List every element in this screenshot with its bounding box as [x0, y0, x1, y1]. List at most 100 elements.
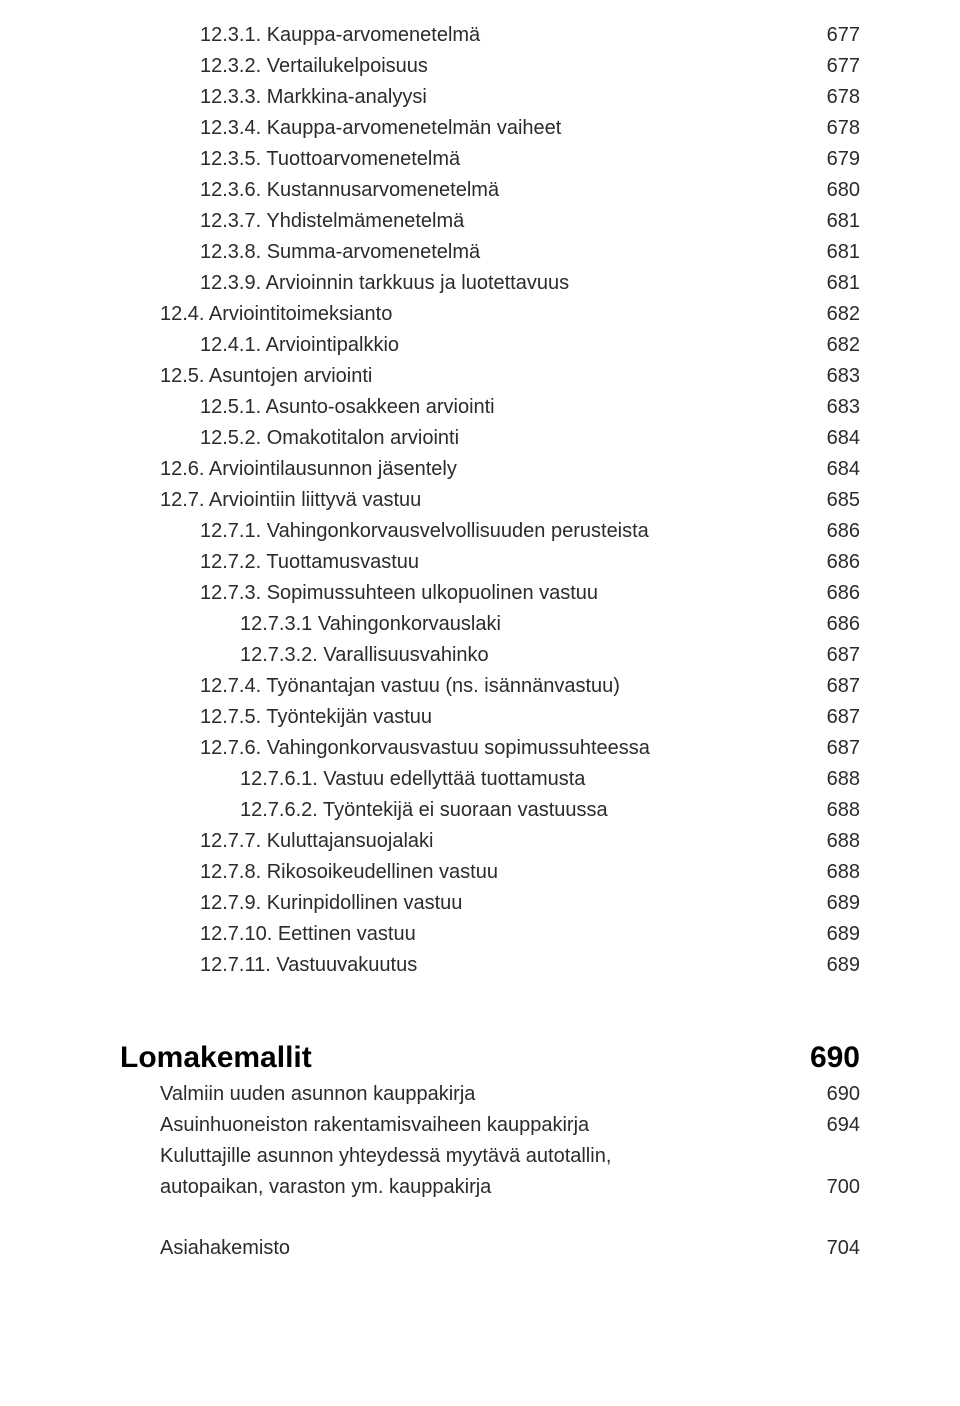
toc-label: 12.7.11. Vastuuvakuutus	[120, 950, 827, 981]
toc-page-number: 683	[827, 361, 860, 392]
section-heading-lomakemallit: Lomakemallit 690	[120, 1041, 860, 1075]
toc-page: 12.3.1. Kauppa-arvomenetelmä67712.3.2. V…	[0, 0, 960, 1324]
toc-label: 12.3.3. Markkina-analyysi	[120, 82, 827, 113]
toc-entry: 12.7.11. Vastuuvakuutus689	[120, 950, 860, 981]
toc-label: Kuluttajille asunnon yhteydessä myytävä …	[120, 1141, 860, 1172]
toc-page-number: 681	[827, 206, 860, 237]
toc-page-number: 688	[827, 826, 860, 857]
toc-label: 12.5.2. Omakotitalon arviointi	[120, 423, 827, 454]
toc-page-number: 678	[827, 113, 860, 144]
toc-label: 12.7.5. Työntekijän vastuu	[120, 702, 827, 733]
toc-label: 12.3.8. Summa-arvomenetelmä	[120, 237, 827, 268]
toc-label: Valmiin uuden asunnon kauppakirja	[120, 1079, 827, 1110]
toc-entry: 12.3.4. Kauppa-arvomenetelmän vaiheet678	[120, 113, 860, 144]
toc-entry: 12.6. Arviointilausunnon jäsentely684	[120, 454, 860, 485]
toc-entry: 12.7.2. Tuottamusvastuu686	[120, 547, 860, 578]
toc-list: 12.3.1. Kauppa-arvomenetelmä67712.3.2. V…	[120, 20, 860, 981]
toc-label: 12.6. Arviointilausunnon jäsentely	[120, 454, 827, 485]
toc-entry: 12.7.10. Eettinen vastuu689	[120, 919, 860, 950]
toc-page-number: 689	[827, 950, 860, 981]
toc-label: 12.3.2. Vertailukelpoisuus	[120, 51, 827, 82]
toc-page-number: 688	[827, 795, 860, 826]
toc-entry: 12.7. Arviointiin liittyvä vastuu685	[120, 485, 860, 516]
toc-page-number: 683	[827, 392, 860, 423]
toc-label: 12.7.9. Kurinpidollinen vastuu	[120, 888, 827, 919]
toc-page-number: 677	[827, 51, 860, 82]
toc-label: 12.7.10. Eettinen vastuu	[120, 919, 827, 950]
final-entry: Asiahakemisto704	[120, 1233, 860, 1264]
toc-entry: 12.3.5. Tuottoarvomenetelmä679	[120, 144, 860, 175]
toc-label: 12.7.8. Rikosoikeudellinen vastuu	[120, 857, 827, 888]
toc-entry: 12.7.7. Kuluttajansuojalaki688	[120, 826, 860, 857]
toc-entry: 12.3.7. Yhdistelmämenetelmä681	[120, 206, 860, 237]
toc-page-number: 677	[827, 20, 860, 51]
toc-page-number: 686	[827, 578, 860, 609]
toc-entry: 12.3.8. Summa-arvomenetelmä681	[120, 237, 860, 268]
toc-label: 12.4.1. Arviointipalkkio	[120, 330, 827, 361]
toc-entry: 12.7.3.1 Vahingonkorvauslaki686	[120, 609, 860, 640]
section-entry: Valmiin uuden asunnon kauppakirja690	[120, 1079, 860, 1110]
toc-label: 12.4. Arviointitoimeksianto	[120, 299, 827, 330]
toc-label: 12.7.4. Työnantajan vastuu (ns. isännänv…	[120, 671, 827, 702]
toc-label: 12.7.1. Vahingonkorvausvelvollisuuden pe…	[120, 516, 827, 547]
heading-page: 690	[810, 1041, 860, 1075]
toc-entry: 12.5.2. Omakotitalon arviointi684	[120, 423, 860, 454]
toc-page-number: 687	[827, 640, 860, 671]
toc-page-number: 682	[827, 299, 860, 330]
toc-label: 12.7. Arviointiin liittyvä vastuu	[120, 485, 827, 516]
toc-entry: 12.7.9. Kurinpidollinen vastuu689	[120, 888, 860, 919]
toc-page-number: 687	[827, 733, 860, 764]
section-entry: Asuinhuoneiston rakentamisvaiheen kauppa…	[120, 1110, 860, 1141]
toc-entry: 12.3.6. Kustannusarvomenetelmä680	[120, 175, 860, 206]
toc-page-number: 681	[827, 237, 860, 268]
toc-entry: 12.7.6.2. Työntekijä ei suoraan vastuuss…	[120, 795, 860, 826]
toc-label: 12.3.6. Kustannusarvomenetelmä	[120, 175, 827, 206]
final-entry-container: Asiahakemisto704	[120, 1233, 860, 1264]
toc-page-number: 704	[827, 1233, 860, 1264]
toc-page-number: 688	[827, 764, 860, 795]
toc-label: 12.7.2. Tuottamusvastuu	[120, 547, 827, 578]
toc-page-number: 678	[827, 82, 860, 113]
toc-label: 12.7.3.2. Varallisuusvahinko	[120, 640, 827, 671]
toc-page-number: 694	[827, 1110, 860, 1141]
toc-entry: 12.7.4. Työnantajan vastuu (ns. isännänv…	[120, 671, 860, 702]
toc-label: 12.7.6.2. Työntekijä ei suoraan vastuuss…	[120, 795, 827, 826]
toc-entry: 12.7.1. Vahingonkorvausvelvollisuuden pe…	[120, 516, 860, 547]
toc-page-number: 686	[827, 547, 860, 578]
section-entry-list: Valmiin uuden asunnon kauppakirja690Asui…	[120, 1079, 860, 1203]
toc-label: Asiahakemisto	[120, 1233, 827, 1264]
toc-label: 12.3.9. Arvioinnin tarkkuus ja luotettav…	[120, 268, 827, 299]
toc-entry: 12.3.3. Markkina-analyysi678	[120, 82, 860, 113]
toc-entry: 12.7.6. Vahingonkorvausvastuu sopimussuh…	[120, 733, 860, 764]
toc-label: 12.5. Asuntojen arviointi	[120, 361, 827, 392]
toc-entry: 12.7.5. Työntekijän vastuu687	[120, 702, 860, 733]
toc-label: 12.7.6.1. Vastuu edellyttää tuottamusta	[120, 764, 827, 795]
section-entry: Kuluttajille asunnon yhteydessä myytävä …	[120, 1141, 860, 1172]
toc-label: autopaikan, varaston ym. kauppakirja	[120, 1172, 827, 1203]
toc-entry: 12.7.3. Sopimussuhteen ulkopuolinen vast…	[120, 578, 860, 609]
toc-label: 12.7.3. Sopimussuhteen ulkopuolinen vast…	[120, 578, 827, 609]
toc-page-number: 687	[827, 702, 860, 733]
toc-page-number: 688	[827, 857, 860, 888]
toc-page-number: 700	[827, 1172, 860, 1203]
toc-page-number: 680	[827, 175, 860, 206]
toc-label: 12.3.1. Kauppa-arvomenetelmä	[120, 20, 827, 51]
toc-page-number: 684	[827, 423, 860, 454]
toc-label: 12.5.1. Asunto-osakkeen arviointi	[120, 392, 827, 423]
section-entry: autopaikan, varaston ym. kauppakirja700	[120, 1172, 860, 1203]
toc-page-number: 689	[827, 888, 860, 919]
toc-page-number: 682	[827, 330, 860, 361]
toc-page-number: 684	[827, 454, 860, 485]
toc-entry: 12.7.6.1. Vastuu edellyttää tuottamusta6…	[120, 764, 860, 795]
toc-entry: 12.7.8. Rikosoikeudellinen vastuu688	[120, 857, 860, 888]
toc-entry: 12.3.9. Arvioinnin tarkkuus ja luotettav…	[120, 268, 860, 299]
toc-label: Asuinhuoneiston rakentamisvaiheen kauppa…	[120, 1110, 827, 1141]
toc-label: 12.3.4. Kauppa-arvomenetelmän vaiheet	[120, 113, 827, 144]
toc-label: 12.7.7. Kuluttajansuojalaki	[120, 826, 827, 857]
toc-label: 12.3.7. Yhdistelmämenetelmä	[120, 206, 827, 237]
toc-label: 12.7.6. Vahingonkorvausvastuu sopimussuh…	[120, 733, 827, 764]
toc-page-number: 687	[827, 671, 860, 702]
toc-label: 12.7.3.1 Vahingonkorvauslaki	[120, 609, 827, 640]
heading-label: Lomakemallit	[120, 1041, 312, 1075]
toc-page-number: 679	[827, 144, 860, 175]
